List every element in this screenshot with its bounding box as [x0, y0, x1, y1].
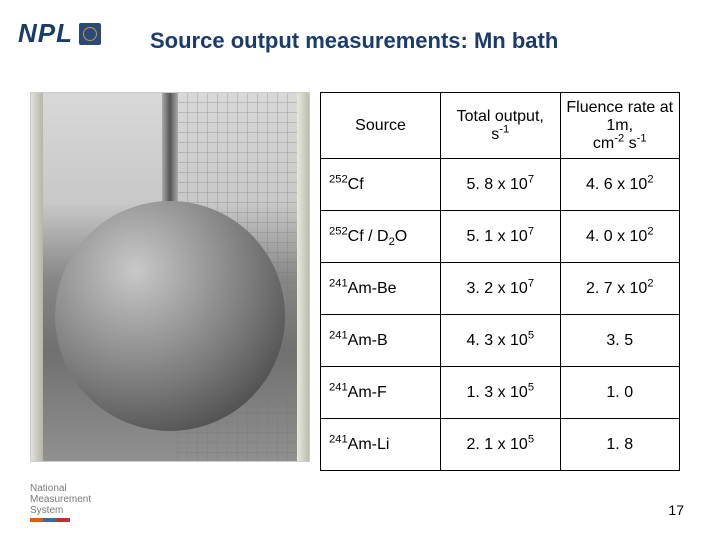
cell-output: 1. 3 x 105 — [441, 367, 561, 419]
cell-fluence: 2. 7 x 102 — [560, 263, 680, 315]
cell-fluence: 3. 5 — [560, 315, 680, 367]
footer-line2: Measurement — [30, 494, 91, 505]
logo-mark-icon — [79, 23, 101, 45]
cell-source: 252Cf / D2O — [321, 211, 441, 263]
table-row: 241Am-Li2. 1 x 1051. 8 — [321, 419, 680, 471]
logo-text: NPL — [18, 18, 73, 49]
content-row: Source Total output,s-1 Fluence rate at … — [30, 92, 690, 471]
cell-fluence: 4. 6 x 102 — [560, 159, 680, 211]
footer-nms-logo: National Measurement System — [30, 483, 91, 522]
cell-output: 3. 2 x 107 — [441, 263, 561, 315]
source-output-table: Source Total output,s-1 Fluence rate at … — [320, 92, 680, 471]
table-row: 241Am-Be3. 2 x 1072. 7 x 102 — [321, 263, 680, 315]
table-row: 252Cf / D2O5. 1 x 1074. 0 x 102 — [321, 211, 680, 263]
cell-source: 241Am-F — [321, 367, 441, 419]
footer-bars-icon — [30, 518, 70, 522]
footer-line1: National — [30, 483, 91, 494]
cell-output: 2. 1 x 105 — [441, 419, 561, 471]
cell-output: 5. 1 x 107 — [441, 211, 561, 263]
page-title: Source output measurements: Mn bath — [150, 28, 558, 54]
table-row: 241Am-F1. 3 x 1051. 0 — [321, 367, 680, 419]
cell-fluence: 1. 8 — [560, 419, 680, 471]
cell-source: 241Am-B — [321, 315, 441, 367]
cell-fluence: 1. 0 — [560, 367, 680, 419]
footer-line3: System — [30, 505, 91, 516]
col-header-output: Total output,s-1 — [441, 93, 561, 159]
col-header-fluence: Fluence rate at 1m,cm-2 s-1 — [560, 93, 680, 159]
cell-fluence: 4. 0 x 102 — [560, 211, 680, 263]
cell-output: 5. 8 x 107 — [441, 159, 561, 211]
table-header-row: Source Total output,s-1 Fluence rate at … — [321, 93, 680, 159]
cell-source: 241Am-Li — [321, 419, 441, 471]
table-row: 241Am-B4. 3 x 1053. 5 — [321, 315, 680, 367]
cell-source: 252Cf — [321, 159, 441, 211]
npl-logo: NPL — [18, 18, 101, 49]
col-header-source: Source — [321, 93, 441, 159]
cell-output: 4. 3 x 105 — [441, 315, 561, 367]
mn-bath-photo — [30, 92, 310, 462]
cell-source: 241Am-Be — [321, 263, 441, 315]
table-body: 252Cf5. 8 x 1074. 6 x 102252Cf / D2O5. 1… — [321, 159, 680, 471]
page-number: 17 — [668, 502, 684, 518]
table-row: 252Cf5. 8 x 1074. 6 x 102 — [321, 159, 680, 211]
